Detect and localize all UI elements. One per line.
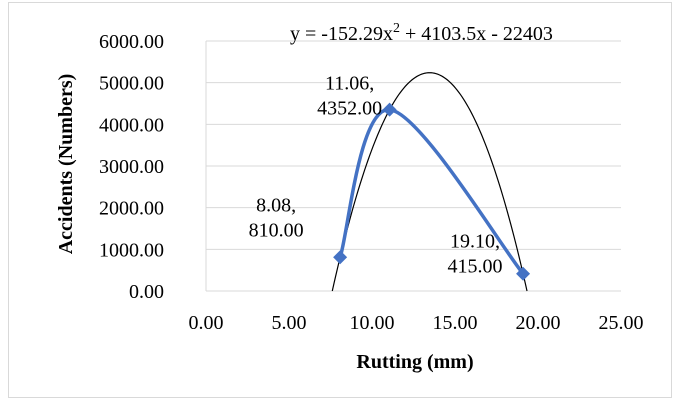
data-point-1 xyxy=(333,250,348,265)
data-label-3: 19.10, 415.00 xyxy=(448,231,503,278)
trendline xyxy=(331,72,528,292)
y-tick-label: 0.00 xyxy=(129,281,164,303)
axes xyxy=(205,41,621,292)
x-tick-label: 15.00 xyxy=(433,312,478,334)
x-tick-labels: 0.00 5.00 10.00 15.00 20.00 25.00 xyxy=(189,312,644,334)
y-tick-label: 5000.00 xyxy=(99,73,164,95)
equation-exponent: 2 xyxy=(393,21,400,36)
data-label-line: 8.08, xyxy=(256,194,296,216)
data-label-line: 19.10, xyxy=(450,231,500,253)
y-tick-label: 2000.00 xyxy=(99,198,164,220)
y-tick-label: 3000.00 xyxy=(99,156,164,178)
equation-prefix: y = -152.29x xyxy=(290,23,393,45)
data-label-2: 11.06, 4352.00 xyxy=(317,73,382,120)
y-tick-label: 6000.00 xyxy=(99,31,164,53)
trendline-equation: y = -152.29x2 + 4103.5x - 22403 xyxy=(290,21,553,45)
y-tick-labels: 0.00 1000.00 2000.00 3000.00 4000.00 5000.00 6… xyxy=(99,31,164,303)
y-tick-label: 1000.00 xyxy=(99,239,164,261)
x-tick-label: 5.00 xyxy=(272,312,307,334)
x-tick-label: 0.00 xyxy=(189,312,224,334)
data-markers xyxy=(333,102,531,281)
data-label-line: 11.06, xyxy=(325,73,374,95)
y-axis-title: Accidents (Numbers) xyxy=(55,74,77,255)
data-label-line: 4352.00 xyxy=(317,98,382,120)
data-point-3 xyxy=(516,266,531,281)
y-tick-label: 4000.00 xyxy=(99,114,164,136)
gridlines xyxy=(206,40,621,250)
x-tick-label: 25.00 xyxy=(599,312,644,334)
equation-suffix: + 4103.5x - 22403 xyxy=(400,23,553,45)
x-tick-label: 20.00 xyxy=(516,312,561,334)
x-tick-label: 10.00 xyxy=(350,312,395,334)
data-label-line: 415.00 xyxy=(448,256,503,278)
data-point-2 xyxy=(382,102,397,117)
data-label-line: 810.00 xyxy=(249,219,304,241)
x-axis-title: Rutting (mm) xyxy=(356,351,473,373)
data-labels: 8.08, 810.00 11.06, 4352.00 19.10, 415.00 xyxy=(249,73,503,278)
data-label-1: 8.08, 810.00 xyxy=(249,194,304,241)
chart-frame xyxy=(8,2,672,398)
